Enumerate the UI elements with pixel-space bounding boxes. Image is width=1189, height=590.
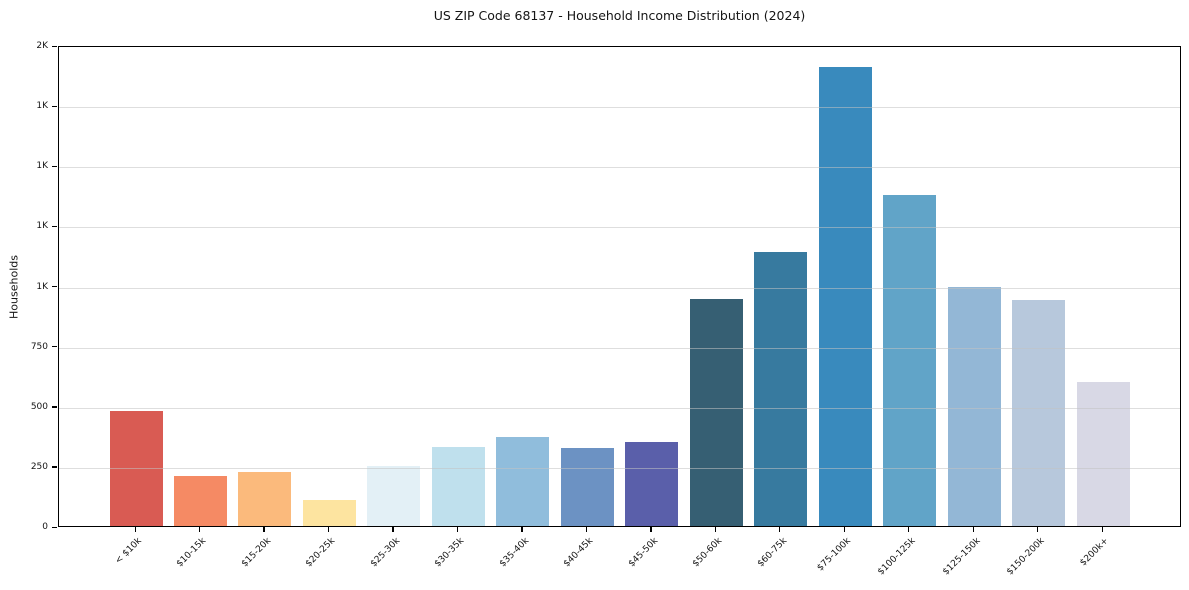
x-tick-mark <box>972 527 974 532</box>
bar-50-60k <box>689 298 743 526</box>
bar-10-15k <box>173 475 227 526</box>
x-tick-label: $60-75k <box>755 536 789 570</box>
x-tick-label: < $10k <box>113 536 145 567</box>
x-tick-label: $150-200k <box>1005 536 1047 578</box>
x-tick-mark <box>1037 527 1039 532</box>
x-tick-mark <box>521 527 523 532</box>
y-tick-label: 0 <box>42 522 48 532</box>
bar-45-50k <box>625 441 679 526</box>
x-tick-mark <box>134 527 136 532</box>
x-tick-mark <box>779 527 781 532</box>
y-tick-label: 750 <box>30 341 48 352</box>
plot-area <box>58 46 1181 527</box>
y-tick-label: 250 <box>30 461 48 472</box>
x-tick-label: $100-125k <box>876 536 918 578</box>
x-tick-mark <box>585 527 588 532</box>
y-tick-mark <box>52 165 57 168</box>
x-tick-label: $15-20k <box>239 536 273 570</box>
gridline <box>59 107 1180 109</box>
x-tick-mark <box>908 527 910 532</box>
x-tick-label: $25-30k <box>368 536 402 570</box>
bar-75-100k <box>818 66 872 526</box>
bar-200k <box>1076 381 1130 526</box>
y-tick-mark <box>52 466 57 468</box>
y-tick-label: 1K <box>36 101 48 112</box>
x-tick-mark <box>263 527 265 532</box>
bar-40-45k <box>560 447 614 526</box>
bar-35-40k <box>496 437 550 526</box>
y-tick-mark <box>52 346 57 348</box>
y-tick-label: 500 <box>30 401 48 412</box>
y-tick-mark <box>52 406 57 408</box>
bar-150-200k <box>1012 299 1066 526</box>
bar-125-150k <box>947 286 1001 526</box>
bar-20-25k <box>302 499 356 526</box>
bar-10k <box>109 410 163 526</box>
x-tick-label: $200k+ <box>1078 536 1112 569</box>
x-tick-label: $30-35k <box>433 536 467 570</box>
x-tick-mark <box>198 527 201 532</box>
bar-25-30k <box>367 465 421 526</box>
x-tick-mark <box>714 527 716 532</box>
x-tick-mark <box>1101 527 1103 532</box>
gridline <box>59 227 1180 229</box>
y-tick-label: 1K <box>36 161 48 172</box>
x-tick-label: $125-150k <box>940 536 983 578</box>
x-tick-mark <box>327 527 330 532</box>
x-tick-label: $50-60k <box>690 536 725 570</box>
y-tick-mark <box>52 45 57 47</box>
bar-60-75k <box>754 251 808 526</box>
x-tick-label: $35-40k <box>497 536 531 570</box>
gridline <box>59 167 1180 169</box>
y-tick-mark <box>52 526 57 528</box>
x-tick-mark <box>456 527 459 532</box>
x-tick-mark <box>392 527 394 532</box>
x-tick-mark <box>650 527 652 532</box>
x-tick-label: $75-100k <box>815 536 854 574</box>
x-tick-label: $45-50k <box>626 536 660 570</box>
y-tick-mark <box>52 225 57 228</box>
bar-15-20k <box>238 471 292 526</box>
y-tick-label: 1K <box>36 281 48 292</box>
y-tick-label: 1K <box>36 221 48 232</box>
bar-30-35k <box>431 446 485 526</box>
y-tick-mark <box>52 105 57 107</box>
chart-title: US ZIP Code 68137 - Household Income Dis… <box>433 8 806 23</box>
x-tick-label: $10-15k <box>175 536 209 570</box>
x-tick-mark <box>843 527 845 532</box>
x-tick-label: $20-25k <box>304 536 338 570</box>
gridline <box>59 287 1180 289</box>
x-tick-label: $40-45k <box>562 536 596 570</box>
y-tick-label: 2K <box>36 41 48 51</box>
y-tick-mark <box>52 286 57 288</box>
bar-100-125k <box>883 195 937 526</box>
